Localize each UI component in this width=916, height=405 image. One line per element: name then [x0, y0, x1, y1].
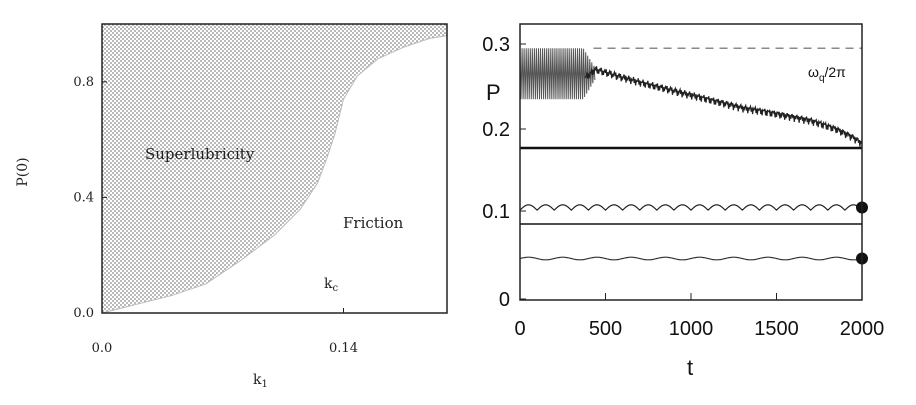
left-xlabel: k1: [253, 372, 268, 390]
left-plot-frame: [101, 23, 448, 314]
right-xtick-label: 1500: [754, 318, 799, 340]
middle-oscillation-line: [519, 204, 863, 211]
reference-label-rest: /2π: [825, 64, 847, 80]
left-ylabel: P(0): [15, 157, 31, 186]
decaying-curve: [584, 66, 863, 147]
right-xtick-label: 1000: [669, 318, 714, 340]
left-xtick-label: 0.0: [92, 341, 113, 356]
right-xlabel: t: [687, 355, 693, 380]
left-chart: 0.0 0.14 0.0 0.4 0.8 Superlubricity Friction…: [15, 23, 448, 390]
left-xtick-label: 0.14: [329, 341, 358, 356]
right-ytick-label: 0.3: [482, 34, 510, 56]
right-xtick-label: 2000: [840, 318, 885, 340]
left-axis-ticks: 0.0 0.14 0.0 0.4 0.8: [73, 75, 358, 356]
left-ytick-label: 0.4: [73, 190, 94, 205]
kc-label: kc: [324, 276, 338, 294]
region-label-superlubricity: Superlubricity: [145, 145, 255, 163]
kc-subscript: c: [332, 283, 338, 294]
right-ytick-label: 0.1: [482, 201, 510, 223]
phase-boundary-line: [101, 35, 448, 314]
right-chart: ωq/2π 0 500 1000 1500 2000 0 0.1 0.2 0.3 P t: [482, 23, 884, 380]
right-axis-ticks: 0 500 1000 1500 2000 0 0.1 0.2 0.3: [482, 34, 884, 340]
lower-oscillation-line: [519, 256, 863, 261]
top-oscillation-band: [519, 48, 596, 100]
superlubricity-region: [102, 24, 447, 313]
right-ytick-label: 0.2: [482, 119, 510, 141]
region-label-friction: Friction: [343, 214, 404, 232]
right-ylabel: P: [486, 80, 501, 105]
right-ytick-label: 0: [499, 289, 510, 311]
left-ytick-label: 0.8: [73, 75, 94, 90]
right-xtick-label: 500: [589, 318, 622, 340]
omega-subscript: q: [819, 73, 825, 84]
right-xtick-label: 0: [514, 318, 525, 340]
k1-subscript: 1: [261, 379, 267, 390]
left-ytick-label: 0.0: [73, 306, 94, 321]
reference-line-label: ωq/2π: [808, 64, 846, 84]
